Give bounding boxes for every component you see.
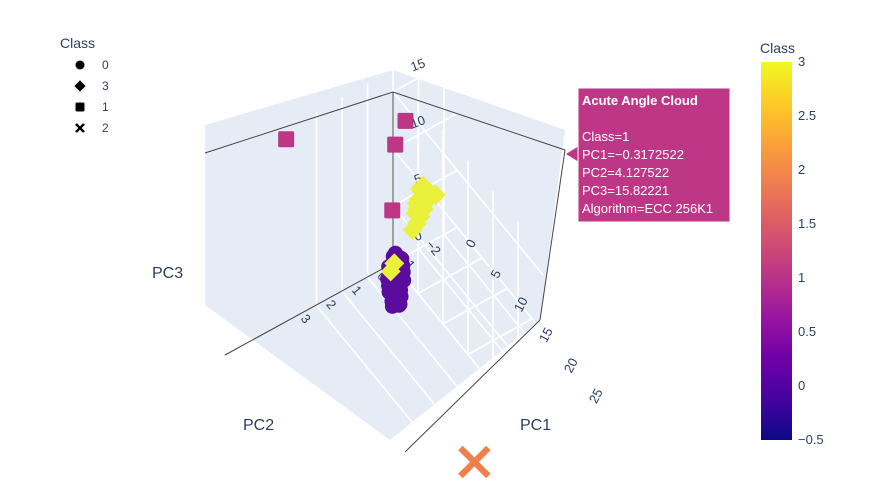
tooltip-line: Class=1 [582, 129, 629, 144]
gridline [392, 91, 544, 276]
gridline [392, 148, 544, 333]
colorbar-tick-label: 1 [798, 270, 805, 285]
data-point-class-1[interactable] [278, 131, 295, 148]
tooltip-pointer [566, 146, 579, 162]
colorbar-ticks: 3 2.5 2 1.5 1 0.5 0 −0.5 [798, 54, 824, 447]
legend-item-1[interactable]: 1 [75, 100, 110, 114]
data-point-class-3[interactable] [421, 184, 442, 205]
z-tick-label: 0 [412, 228, 424, 245]
gridline [315, 305, 468, 490]
legend-diamond-icon[interactable] [74, 80, 86, 92]
data-point-class-3[interactable] [402, 220, 423, 241]
z-tick-label: 15 [409, 55, 428, 74]
colorbar-tick-label: 3 [798, 54, 805, 69]
axis-title-pc3: PC3 [152, 265, 183, 282]
data-point-class-1[interactable] [397, 112, 414, 129]
axis-frame [204, 91, 566, 453]
tooltip-line: PC1=−0.3172522 [582, 147, 684, 162]
back-wall-left [205, 70, 393, 305]
legend-item-label: 3 [102, 79, 109, 93]
data-point-class-1[interactable] [387, 136, 404, 153]
tooltip-line: PC3=15.82221 [582, 183, 669, 198]
data-point-class-3[interactable] [380, 261, 401, 282]
hover-tooltip: Acute Angle Cloud Class=1 PC1=−0.3172522 P… [566, 87, 731, 223]
tooltip-lines: Class=1 PC1=−0.3172522 PC2=4.127522 PC3=15.… [582, 129, 713, 216]
legend-x-icon[interactable] [75, 123, 85, 133]
legend-item-label: 1 [102, 100, 109, 114]
x-tick-label: 10 [511, 294, 531, 314]
legend-square-icon[interactable] [75, 102, 85, 112]
legend-item-0[interactable]: 0 [75, 58, 110, 72]
z-tick-label: 5 [412, 171, 424, 188]
gridline [392, 205, 544, 390]
legend-title: Class [60, 35, 95, 51]
x-tick-label: 20 [561, 355, 581, 375]
colorbar-scale [761, 62, 792, 440]
colorbar-tick-label: 1.5 [798, 216, 816, 231]
tooltip-line: Algorithm=ECC 256K1 [582, 201, 713, 216]
colorbar-tick-label: 2 [798, 162, 805, 177]
data-point-class-0[interactable] [396, 272, 412, 288]
gridlines [315, 40, 595, 490]
scene-walls [205, 70, 565, 440]
data-point-class-2[interactable] [458, 445, 491, 479]
legend-circle-icon[interactable] [75, 60, 85, 70]
colorbar-tick-label: 0 [798, 378, 805, 393]
colorbar-title: Class [760, 40, 795, 56]
gridline [443, 234, 595, 419]
gridline [417, 248, 570, 433]
tooltip-box [577, 87, 731, 223]
gridline [392, 262, 544, 447]
legend-item-label: 2 [102, 121, 109, 135]
gridline [392, 55, 458, 93]
axis-title-pc2: PC2 [243, 417, 274, 434]
floor-plane [205, 263, 540, 440]
data-markers[interactable] [278, 112, 491, 479]
data-point-class-0[interactable] [391, 297, 407, 313]
legend-item-label: 0 [102, 58, 109, 72]
tooltip-title: Acute Angle Cloud [582, 93, 698, 108]
colorbar-tick-label: 2.5 [798, 108, 816, 123]
legend-item-2[interactable]: 2 [75, 121, 109, 135]
colorbar-tick-label: −0.5 [798, 432, 824, 447]
colorbar-tick-label: 0.5 [798, 324, 816, 339]
axis-title-pc1: PC1 [520, 417, 551, 434]
y-tick-label: −2 [423, 237, 444, 258]
legend-items[interactable]: 0 3 1 2 [74, 58, 109, 135]
gridline [341, 290, 493, 475]
x-tick-label: 25 [586, 386, 606, 406]
tooltip-line: PC2=4.127522 [582, 165, 669, 180]
data-point-class-1[interactable] [384, 202, 401, 219]
colorbar: Class 3 2.5 2 1.5 1 0.5 0 −0.5 [760, 40, 824, 447]
legend-item-3[interactable]: 3 [74, 79, 109, 93]
gridline [517, 379, 583, 417]
x-tick-label: 15 [536, 325, 556, 345]
data-point-class-3[interactable] [406, 193, 427, 214]
legend[interactable]: Class 0 3 1 2 [60, 35, 109, 135]
